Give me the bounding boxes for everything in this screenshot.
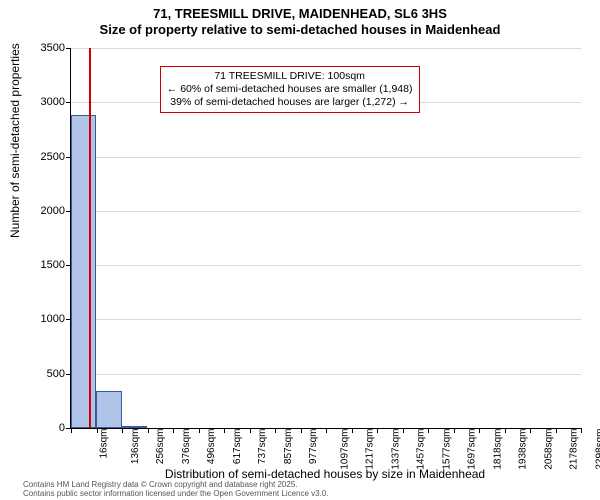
xtick-mark	[301, 428, 302, 433]
xtick-mark	[556, 428, 557, 433]
annotation-line1: 71 TREESMILL DRIVE: 100sqm	[167, 70, 413, 83]
ytick-label: 2500	[25, 151, 65, 163]
xtick-mark	[148, 428, 149, 433]
histogram-bar	[71, 115, 96, 428]
xtick-label: 1577sqm	[441, 429, 452, 470]
annotation-box: 71 TREESMILL DRIVE: 100sqm← 60% of semi-…	[160, 66, 420, 113]
xtick-mark	[326, 428, 327, 433]
xtick-label: 496sqm	[206, 429, 217, 465]
footer-attribution: Contains HM Land Registry data © Crown c…	[23, 480, 329, 498]
xtick-label: 1337sqm	[390, 429, 401, 470]
xtick-mark	[428, 428, 429, 433]
xtick-label: 857sqm	[283, 429, 294, 465]
xtick-label: 977sqm	[308, 429, 319, 465]
xtick-mark	[275, 428, 276, 433]
xtick-label: 136sqm	[130, 429, 141, 465]
xtick-label: 737sqm	[257, 429, 268, 465]
xtick-mark	[122, 428, 123, 433]
gridline	[71, 157, 581, 158]
xtick-label: 2178sqm	[569, 429, 580, 470]
xtick-mark	[97, 428, 98, 433]
xtick-mark	[224, 428, 225, 433]
xtick-mark	[479, 428, 480, 433]
xtick-label: 1457sqm	[416, 429, 427, 470]
ytick-mark	[66, 102, 71, 103]
xtick-mark	[199, 428, 200, 433]
ytick-label: 3500	[25, 42, 65, 54]
ytick-mark	[66, 48, 71, 49]
xtick-label: 376sqm	[181, 429, 192, 465]
chart-container: 71, TREESMILL DRIVE, MAIDENHEAD, SL6 3HS…	[0, 0, 600, 500]
xtick-mark	[454, 428, 455, 433]
ytick-label: 1500	[25, 259, 65, 271]
xtick-label: 256sqm	[155, 429, 166, 465]
histogram-bar	[122, 426, 147, 428]
ytick-label: 2000	[25, 205, 65, 217]
chart-title-line1: 71, TREESMILL DRIVE, MAIDENHEAD, SL6 3HS	[0, 6, 600, 21]
xtick-label: 1818sqm	[492, 429, 503, 470]
xtick-label: 1217sqm	[365, 429, 376, 470]
xtick-label: 617sqm	[232, 429, 243, 465]
xtick-mark	[581, 428, 582, 433]
xtick-mark	[530, 428, 531, 433]
xtick-label: 2298sqm	[594, 429, 600, 470]
ytick-label: 500	[25, 368, 65, 380]
xtick-mark	[505, 428, 506, 433]
y-axis-label: Number of semi-detached properties	[8, 43, 22, 238]
xtick-mark	[250, 428, 251, 433]
annotation-line3: 39% of semi-detached houses are larger (…	[167, 96, 413, 109]
xtick-label: 2058sqm	[543, 429, 554, 470]
xtick-mark	[71, 428, 72, 433]
reference-line	[89, 48, 91, 428]
xtick-label: 1938sqm	[518, 429, 529, 470]
xtick-label: 1697sqm	[467, 429, 478, 470]
ytick-label: 0	[25, 422, 65, 434]
ytick-label: 1000	[25, 313, 65, 325]
xtick-mark	[352, 428, 353, 433]
chart-title-line2: Size of property relative to semi-detach…	[0, 22, 600, 37]
xtick-mark	[403, 428, 404, 433]
gridline	[71, 265, 581, 266]
xtick-mark	[377, 428, 378, 433]
xtick-label: 16sqm	[99, 429, 110, 459]
footer-line2: Contains public sector information licen…	[23, 489, 329, 498]
annotation-line2: ← 60% of semi-detached houses are smalle…	[167, 83, 413, 96]
gridline	[71, 319, 581, 320]
plot-area: 16sqm136sqm256sqm376sqm496sqm617sqm737sq…	[70, 48, 581, 429]
xtick-label: 1097sqm	[339, 429, 350, 470]
xtick-mark	[173, 428, 174, 433]
gridline	[71, 211, 581, 212]
histogram-bar	[96, 391, 121, 428]
gridline	[71, 48, 581, 49]
gridline	[71, 374, 581, 375]
footer-line1: Contains HM Land Registry data © Crown c…	[23, 480, 329, 489]
ytick-label: 3000	[25, 96, 65, 108]
